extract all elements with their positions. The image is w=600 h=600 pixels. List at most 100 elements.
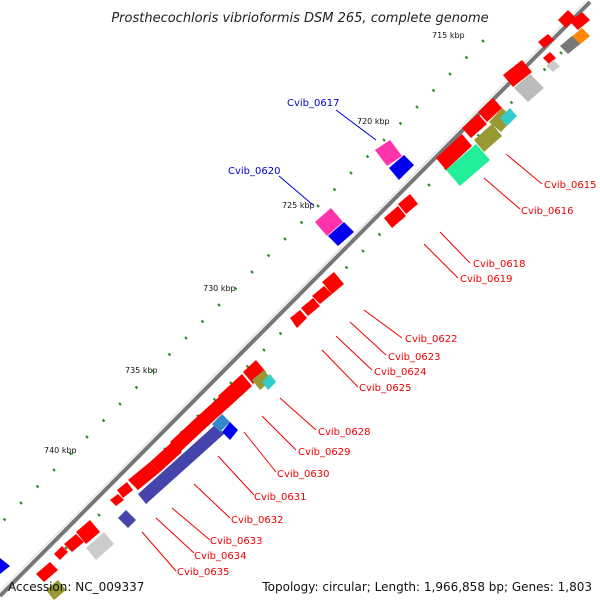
gene-arrow[interactable] <box>128 462 160 490</box>
tick-mark <box>448 72 452 76</box>
tick-label-720: 720 kbp <box>357 117 390 126</box>
gene-arrow[interactable] <box>36 562 58 582</box>
genome-backbone-inner <box>0 1 586 592</box>
gene-label-cvib-0618[interactable]: Cvib_0618 <box>473 259 525 270</box>
gene-arrow[interactable] <box>436 134 472 170</box>
gene-arrow[interactable] <box>328 222 354 246</box>
gene-arrow[interactable] <box>218 374 252 408</box>
gene-arrow[interactable] <box>222 422 238 440</box>
gene-label-cvib-0634[interactable]: Cvib_0634 <box>194 551 246 562</box>
gene-label-cvib-0622[interactable]: Cvib_0622 <box>405 334 457 345</box>
tick-mark <box>134 385 139 390</box>
gene-label-cvib-0617[interactable]: Cvib_0617 <box>287 98 339 109</box>
gene-arrow[interactable] <box>86 532 114 560</box>
tick-mark <box>559 51 563 55</box>
gene-arrow[interactable] <box>315 208 343 236</box>
tick-mark <box>266 253 271 258</box>
tick-label-730: 730 kbp <box>203 284 236 293</box>
gene-label-cvib-0633[interactable]: Cvib_0633 <box>210 536 262 547</box>
tick-mark <box>415 105 419 109</box>
tick-mark <box>184 336 188 340</box>
gene-arrow[interactable] <box>243 360 266 384</box>
gene-arrow[interactable] <box>54 546 68 560</box>
tick-mark <box>151 369 155 373</box>
tick-mark <box>398 121 403 126</box>
tick-mark <box>481 39 485 43</box>
accession-text: Accession: NC_009337 <box>8 580 145 594</box>
tick-mark <box>262 348 266 352</box>
gene-label-cvib-0631[interactable]: Cvib_0631 <box>254 492 306 503</box>
gene-arrow[interactable] <box>398 194 418 214</box>
gene-arrow[interactable] <box>546 60 560 72</box>
gene-label-cvib-0615[interactable]: Cvib_0615 <box>544 180 596 191</box>
tick-mark <box>212 397 217 402</box>
gene-label-cvib-0632[interactable]: Cvib_0632 <box>231 515 283 526</box>
tick-mark <box>233 286 238 291</box>
gene-arrow[interactable] <box>76 520 100 544</box>
label-leaders <box>141 109 543 572</box>
gene-arrow[interactable] <box>389 155 414 180</box>
gene-arrow[interactable] <box>0 558 10 574</box>
gene-arrow[interactable] <box>117 482 133 498</box>
gene-label-cvib-0624[interactable]: Cvib_0624 <box>374 367 426 378</box>
gene-arrow[interactable] <box>503 60 532 87</box>
gene-label-cvib-0619[interactable]: Cvib_0619 <box>460 274 512 285</box>
gene-arrow[interactable] <box>110 494 124 506</box>
gene-arrow[interactable] <box>301 298 320 316</box>
gene-arrow[interactable] <box>560 36 580 54</box>
tick-mark <box>200 319 205 324</box>
gene-label-cvib-0616[interactable]: Cvib_0616 <box>521 206 573 217</box>
tick-mark <box>68 451 73 456</box>
gene-label-cvib-0623[interactable]: Cvib_0623 <box>388 352 440 363</box>
gene-arrow[interactable] <box>478 98 502 122</box>
gene-arrow[interactable] <box>64 534 84 552</box>
tick-mark <box>64 546 68 550</box>
tick-mark <box>509 100 514 105</box>
gene-arrow[interactable] <box>322 272 344 294</box>
gene-label-cvib-0630[interactable]: Cvib_0630 <box>277 469 329 480</box>
gene-arrow[interactable] <box>150 442 182 472</box>
gene-features <box>0 10 590 600</box>
gene-arrow[interactable] <box>384 206 406 228</box>
gene-label-cvib-0625[interactable]: Cvib_0625 <box>359 383 411 394</box>
tick-mark <box>299 220 304 225</box>
gene-arrow[interactable] <box>46 580 66 600</box>
gene-arrow[interactable] <box>262 374 276 390</box>
tick-mark <box>377 232 382 237</box>
gene-label-cvib-0635[interactable]: Cvib_0635 <box>177 567 229 578</box>
gene-arrow[interactable] <box>446 144 490 186</box>
gene-arrow[interactable] <box>212 414 230 432</box>
tick-mark <box>316 204 320 208</box>
tick-mark <box>349 171 353 175</box>
gene-arrow[interactable] <box>252 370 272 390</box>
gene-arrow[interactable] <box>500 108 517 126</box>
gene-arrow[interactable] <box>474 124 502 152</box>
gene-arrow[interactable] <box>570 12 590 30</box>
gene-arrow[interactable] <box>118 510 136 528</box>
tick-mark <box>52 468 56 472</box>
gene-arrow[interactable] <box>198 396 230 426</box>
tick-mark <box>278 331 283 336</box>
gene-arrow[interactable] <box>514 74 544 102</box>
gene-arrow[interactable] <box>462 114 487 138</box>
gene-arrow[interactable] <box>170 414 210 452</box>
gene-arrow[interactable] <box>138 424 224 504</box>
tick-mark <box>431 88 436 93</box>
gene-arrow[interactable] <box>290 310 307 328</box>
gene-arrow[interactable] <box>312 286 332 304</box>
gene-label-cvib-0629[interactable]: Cvib_0629 <box>298 447 350 458</box>
gene-arrow[interactable] <box>543 52 556 64</box>
tick-mark <box>19 501 23 505</box>
gene-arrow[interactable] <box>375 140 402 166</box>
tick-mark <box>118 402 122 406</box>
gene-arrow[interactable] <box>538 34 554 48</box>
gene-arrow[interactable] <box>558 10 576 28</box>
tick-mark <box>464 55 469 60</box>
gene-label-cvib-0620[interactable]: Cvib_0620 <box>228 166 280 177</box>
tick-mark <box>245 364 250 369</box>
tick-label-715: 715 kbp <box>432 31 465 40</box>
tick-mark <box>97 513 101 517</box>
gene-label-cvib-0628[interactable]: Cvib_0628 <box>318 427 370 438</box>
